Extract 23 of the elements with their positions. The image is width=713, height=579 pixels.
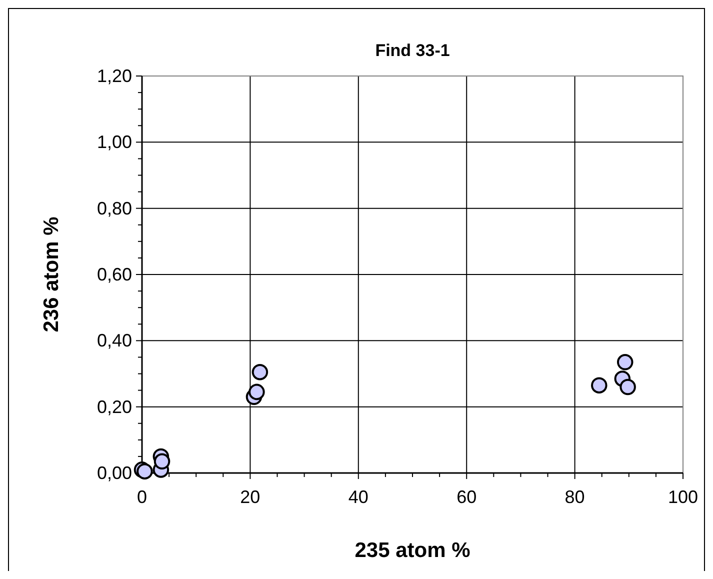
point bbox=[154, 453, 170, 470]
y-tick-label: 0,80 bbox=[96, 198, 132, 218]
point bbox=[252, 364, 268, 380]
y-tick-label: 0,40 bbox=[96, 330, 132, 351]
x-tick-label: 100 bbox=[668, 487, 698, 507]
point bbox=[591, 377, 608, 394]
point bbox=[136, 463, 153, 480]
x-tick-label: 80 bbox=[564, 487, 585, 507]
x-tick-label: 60 bbox=[456, 487, 477, 507]
point bbox=[616, 354, 634, 370]
y-axis-title: 236 atom % bbox=[40, 216, 63, 332]
chart-title: Find 33-1 bbox=[375, 41, 450, 60]
x-tick-label: 20 bbox=[240, 487, 260, 507]
y-tick-label: 1,20 bbox=[96, 66, 132, 86]
y-tick-label: 1,00 bbox=[96, 132, 132, 152]
point bbox=[248, 384, 265, 400]
y-tick-label: 0,00 bbox=[96, 463, 132, 483]
y-tick-label: 0,60 bbox=[96, 264, 132, 284]
x-tick-label: 40 bbox=[348, 487, 368, 507]
x-axis-title: 235 atom % bbox=[354, 539, 471, 562]
y-tick-label: 0,20 bbox=[96, 396, 132, 417]
point bbox=[620, 378, 636, 396]
x-tick-label: 0 bbox=[136, 487, 148, 507]
